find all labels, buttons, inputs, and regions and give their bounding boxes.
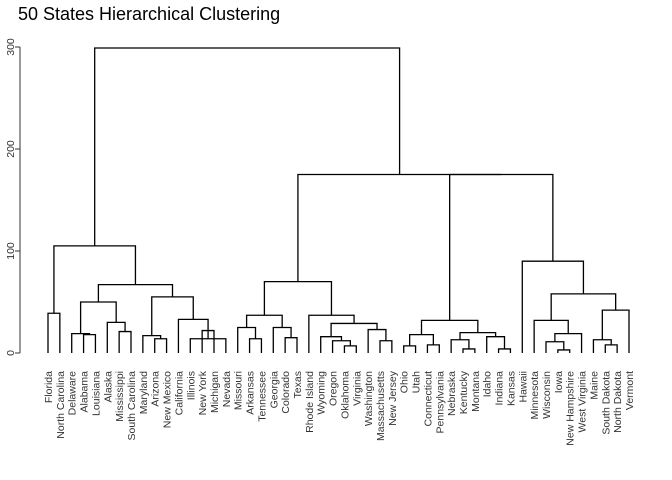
state-label: Washington: [363, 371, 375, 426]
dendrogram-branch: [550, 293, 617, 321]
y-tick-label: 200: [5, 140, 17, 158]
dendrogram-branches: [47, 47, 630, 353]
state-label: Idaho: [482, 371, 494, 397]
chart-title: 50 States Hierarchical Clustering: [18, 4, 281, 24]
dendrogram-branch: [604, 344, 618, 353]
state-label: Minnesota: [529, 371, 541, 420]
dendrogram-branch: [151, 296, 194, 336]
state-label: Georgia: [268, 371, 280, 409]
dendrogram-branch: [486, 336, 506, 353]
state-label: South Carolina: [126, 371, 138, 441]
dendrogram-branch: [248, 338, 263, 353]
state-label: West Virginia: [577, 371, 589, 433]
state-label: Oklahoma: [339, 371, 351, 419]
state-label: New Hampshire: [565, 371, 577, 446]
dendrogram-branch: [343, 345, 357, 353]
state-label: New Mexico: [162, 371, 174, 428]
dendrogram-branch: [379, 340, 393, 353]
dendrogram-branch: [47, 312, 61, 353]
leaf-labels: Florida North Carolina Delaware Alabama Loui…: [43, 370, 636, 445]
state-label: Tennessee: [256, 371, 268, 422]
state-label: Vermont: [624, 371, 636, 410]
y-tick-label: 0: [5, 350, 17, 356]
dendrogram-branch: [426, 344, 440, 353]
state-label: Indiana: [494, 371, 506, 406]
state-label: Arizona: [150, 371, 162, 407]
state-label: Missouri: [233, 371, 245, 410]
dendrogram-branch: [94, 47, 401, 246]
dendrogram-branch: [557, 349, 571, 353]
dendrogram-branch: [545, 341, 565, 353]
state-label: New York: [197, 370, 209, 415]
state-label: Wisconsin: [541, 371, 553, 419]
state-label: Hawaii: [517, 371, 529, 403]
state-label: Mississippi: [114, 371, 126, 422]
dendrogram-branch: [449, 173, 554, 321]
state-label: Nebraska: [446, 371, 458, 416]
state-label: Rhode Island: [304, 371, 316, 433]
dendrogram-branch: [450, 339, 470, 353]
dendrogram-branch: [297, 173, 502, 282]
state-label: Colorado: [280, 371, 292, 414]
state-label: Florida: [43, 371, 55, 403]
dendrogram-branch: [497, 348, 512, 353]
dendrogram-branch: [177, 318, 209, 353]
state-label: Arkansas: [245, 371, 257, 415]
dendrogram-branch: [237, 326, 257, 353]
state-label: Louisiana: [90, 371, 102, 416]
state-label: Ohio: [399, 371, 411, 393]
state-label: South Dakota: [600, 371, 612, 435]
dendrogram-branch: [245, 314, 283, 328]
state-label: Iowa: [553, 371, 565, 393]
dendrogram-branch: [71, 332, 91, 353]
y-tick-label: 300: [5, 38, 17, 56]
state-label: Utah: [411, 371, 423, 393]
dendrogram-branch: [521, 260, 585, 353]
dendrogram-branch: [320, 336, 343, 353]
state-label: Oregon: [328, 371, 340, 406]
dendrogram-branch: [533, 319, 569, 353]
dendrogram-branch: [408, 333, 435, 346]
state-label: North Dakota: [612, 371, 624, 433]
state-label: Wyoming: [316, 371, 328, 415]
state-label: California: [173, 371, 185, 416]
state-label: Nevada: [221, 371, 233, 407]
state-label: Texas: [292, 371, 304, 398]
dendrogram-branch: [106, 321, 126, 353]
y-axis: 0 100 200 300: [5, 38, 21, 356]
state-label: Delaware: [67, 371, 79, 416]
dendrogram-branch: [284, 337, 298, 353]
dendrogram-branch: [601, 309, 630, 353]
state-label: Maryland: [138, 371, 150, 414]
dendrogram-branch: [403, 345, 417, 353]
state-label: Montana: [470, 371, 482, 412]
dendrogram-branch: [272, 326, 292, 353]
state-label: New Jersey: [387, 370, 399, 426]
state-label: Illinois: [185, 371, 197, 400]
state-label: Maine: [588, 371, 600, 400]
state-label: Connecticut: [422, 371, 434, 427]
state-label: Kentucky: [458, 370, 470, 414]
dendrogram-branch: [97, 284, 174, 302]
dendrogram-branch: [263, 280, 333, 316]
state-label: Virginia: [351, 371, 363, 406]
state-label: Massachusetts: [375, 371, 387, 441]
state-label: Pennsylvania: [434, 371, 446, 434]
state-label: Alaska: [102, 371, 114, 403]
state-label: Alabama: [79, 371, 91, 413]
dendrogram-branch: [189, 338, 227, 353]
dendrogram-branch: [79, 301, 117, 334]
dendrogram-branch: [154, 338, 168, 353]
state-label: North Carolina: [55, 371, 67, 439]
dendrogram-branch: [53, 245, 137, 314]
dendrogram-branch: [118, 330, 132, 353]
state-label: Michigan: [209, 371, 221, 413]
dendrogram-branch: [82, 333, 97, 353]
dendrogram-branch: [592, 339, 612, 353]
dendrogram-branch: [462, 348, 476, 353]
y-tick-label: 100: [5, 242, 17, 260]
dendrogram-branch: [331, 340, 352, 353]
state-label: Kansas: [505, 371, 517, 406]
